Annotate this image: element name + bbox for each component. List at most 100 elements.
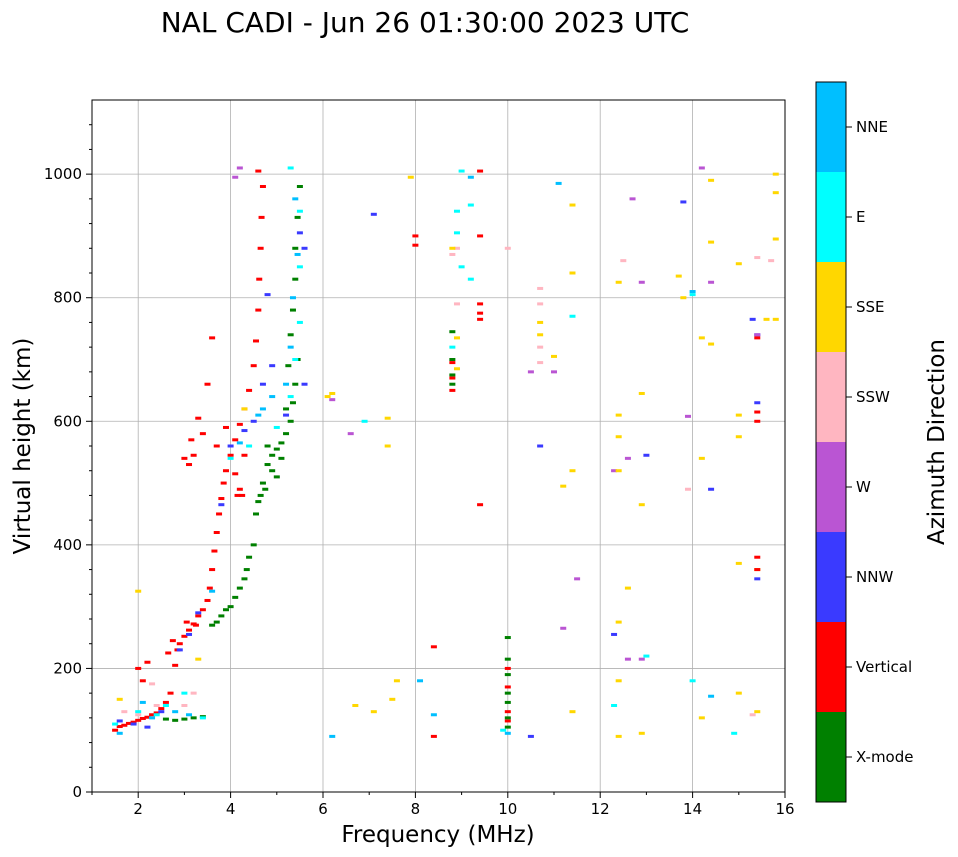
echo-point-nne <box>417 679 424 683</box>
echo-point-x-mode <box>222 608 229 612</box>
echo-point-nnw <box>186 632 193 636</box>
x-tick-label: 8 <box>411 800 421 818</box>
echo-point-x-mode <box>449 382 456 386</box>
echo-point-vertical <box>258 215 265 219</box>
echo-point-vertical <box>234 493 241 497</box>
echo-point-vertical <box>213 444 220 448</box>
echo-point-vertical <box>162 700 169 704</box>
echo-point-vertical <box>209 568 216 572</box>
echo-point-sse <box>116 697 123 701</box>
echo-point-x-mode <box>283 407 290 411</box>
echo-point-vertical <box>754 555 761 559</box>
echo-point-vertical <box>246 388 253 392</box>
echo-point-x-mode <box>172 718 179 722</box>
echo-point-sse <box>324 395 331 399</box>
echo-point-sse <box>551 354 557 358</box>
echo-point-vertical <box>222 469 229 473</box>
echo-point-x-mode <box>504 636 511 640</box>
echo-point-sse <box>735 435 742 439</box>
echo-point-e <box>467 203 474 207</box>
echo-point-vertical <box>232 438 239 442</box>
x-tick-label: 6 <box>318 800 328 818</box>
echo-point-sse <box>615 734 622 738</box>
echo-point-nne <box>149 716 156 720</box>
echo-point-sse <box>560 484 567 488</box>
echo-point-nnw <box>527 734 534 738</box>
echo-point-e <box>458 169 465 173</box>
echo-point-nne <box>504 731 511 735</box>
echo-point-nne <box>689 290 696 294</box>
echo-point-sse <box>453 336 460 340</box>
echo-point-vertical <box>167 691 174 695</box>
colorbar-label-x-mode: X-mode <box>856 748 913 766</box>
echo-point-vertical <box>144 715 151 719</box>
echo-point-nne <box>294 252 301 256</box>
echo-point-x-mode <box>292 277 299 281</box>
echo-point-x-mode <box>283 432 290 436</box>
echo-point-nnw <box>754 577 761 581</box>
y-tick-label: 800 <box>53 289 82 307</box>
x-axis-ticks: 2 4 6 8 10 12 14 16 <box>91 792 795 818</box>
echo-point-ssw <box>135 713 142 717</box>
echo-point-vertical <box>169 639 176 643</box>
echo-point-x-mode <box>241 577 248 581</box>
echo-point-sse <box>754 710 761 714</box>
echo-point-sse <box>698 716 705 720</box>
echo-point-vertical <box>430 734 437 738</box>
echo-point-nnw <box>708 487 715 491</box>
echo-point-x-mode <box>285 364 292 368</box>
echo-point-vertical <box>121 723 128 727</box>
y-tick-label: 200 <box>53 659 82 677</box>
echo-point-x-mode <box>269 453 276 457</box>
echo-point-ssw <box>537 345 544 349</box>
echo-point-ssw <box>504 246 511 250</box>
echo-point-x-mode <box>504 673 511 677</box>
y-tick-label: 400 <box>53 536 82 554</box>
echo-point-x-mode <box>449 373 456 377</box>
colorbar-segment <box>816 352 846 442</box>
echo-point-e <box>287 395 294 399</box>
echo-point-sse <box>449 246 456 250</box>
echo-point-sse <box>569 469 576 473</box>
echo-point-vertical <box>149 713 156 717</box>
echo-point-ssw <box>181 704 188 707</box>
echo-point-ssw <box>754 256 761 260</box>
colorbar-segment <box>816 532 846 622</box>
echo-point-x-mode <box>289 401 296 405</box>
echo-point-vertical <box>181 456 188 460</box>
echo-point-sse <box>537 333 544 337</box>
echo-point-x-mode <box>292 246 299 250</box>
echo-point-w <box>629 197 636 201</box>
echo-point-vertical <box>181 634 188 638</box>
echo-point-ssw <box>537 286 544 290</box>
x-axis-label: Frequency (MHz) <box>341 822 534 848</box>
echo-point-nnw <box>116 719 123 723</box>
echo-point-nne <box>283 382 290 386</box>
echo-point-sse <box>772 317 779 321</box>
echo-point-x-mode <box>504 700 511 704</box>
echo-point-vertical <box>190 453 197 457</box>
echo-point-ssw <box>537 361 544 365</box>
echo-point-nne <box>430 713 437 717</box>
echo-point-e <box>292 358 299 361</box>
echo-point-nnw <box>259 382 266 386</box>
echo-point-sse <box>708 342 715 346</box>
echo-point-vertical <box>139 716 146 720</box>
echo-point-vertical <box>239 493 246 497</box>
echo-point-sse <box>735 561 742 565</box>
echo-point-w <box>527 370 534 374</box>
echo-point-vertical <box>130 720 137 724</box>
echo-point-nnw <box>301 246 308 250</box>
echo-point-x-mode <box>246 555 253 559</box>
echo-point-sse <box>615 469 622 473</box>
echo-point-e <box>296 209 303 213</box>
echo-point-nne <box>255 413 262 417</box>
echo-point-ssw <box>449 252 456 256</box>
echo-point-sse <box>735 262 742 266</box>
echo-point-vertical <box>186 463 193 467</box>
echo-point-ssw <box>453 246 460 250</box>
echo-point-w <box>560 626 567 630</box>
echo-point-vertical <box>477 234 484 238</box>
echo-point-sse <box>393 679 400 683</box>
